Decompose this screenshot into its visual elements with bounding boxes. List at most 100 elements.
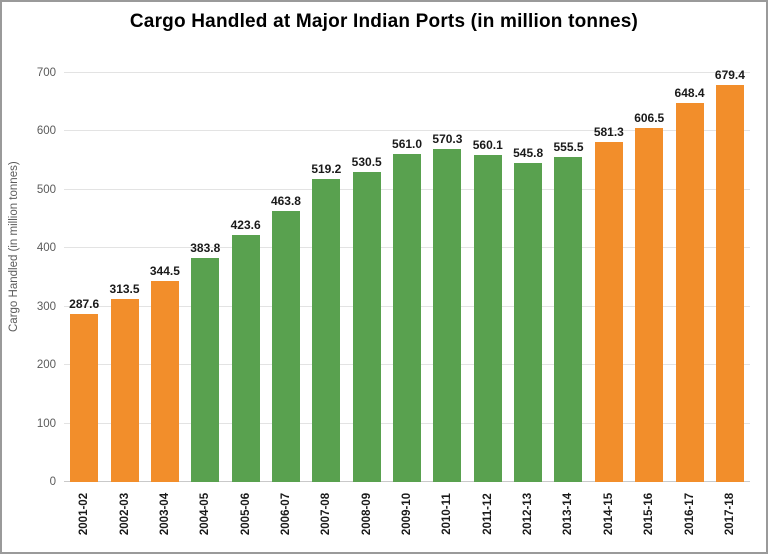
x-tick-label: 2005-06 [239,493,252,536]
bar-column: 679.4 [710,52,750,482]
x-tick: 2003-04 [145,486,185,550]
x-tick: 2011-12 [468,486,508,550]
x-tick: 2016-17 [669,486,709,550]
x-tick-label: 2013-14 [562,493,575,536]
x-tick-label: 2003-04 [158,493,171,536]
x-tick: 2017-18 [710,486,750,550]
y-tick-label: 400 [36,242,56,255]
bar [393,154,422,482]
y-tick-label: 300 [36,300,56,313]
bar-value-label: 344.5 [149,263,180,278]
bar-value-label: 287.6 [69,296,100,311]
bar-column: 463.8 [266,52,306,482]
gridline [64,72,750,74]
bar-value-label: 383.8 [190,240,221,255]
bar-value-label: 545.8 [513,146,544,161]
bar-value-label: 648.4 [674,86,705,101]
bar-column: 530.5 [347,52,387,482]
x-tick: 2005-06 [225,486,265,550]
x-tick-label: 2017-18 [723,493,736,536]
x-tick-label: 2016-17 [683,493,696,536]
bar [635,127,664,482]
gridline [64,130,750,132]
bar [594,142,623,482]
bar [473,154,502,482]
bar [271,211,300,482]
bar [715,85,744,482]
x-tick: 2008-09 [347,486,387,550]
x-tick-label: 2008-09 [360,493,373,536]
x-tick-label: 2012-13 [522,493,535,536]
bar-value-label: 519.2 [311,161,342,176]
bar-value-label: 581.3 [593,125,624,140]
x-tick: 2002-03 [104,486,144,550]
bar-column: 581.3 [589,52,629,482]
bar [231,234,260,482]
x-tick-label: 2014-15 [602,493,615,536]
bar [110,298,139,482]
x-tick: 2004-05 [185,486,225,550]
x-tick-label: 2015-16 [643,493,656,536]
x-tick: 2013-14 [548,486,588,550]
y-tick-label: 500 [36,183,56,196]
bar [352,172,381,482]
bar-value-label: 423.6 [230,217,261,232]
bar [554,157,583,482]
x-tick: 2010-11 [427,486,467,550]
y-axis-title: Cargo Handled (in million tonnes) [8,161,20,333]
x-tick-label: 2011-12 [481,493,494,535]
bar-column: 423.6 [225,52,265,482]
y-tick-label: 700 [36,67,56,80]
bar-column: 648.4 [669,52,709,482]
bar-column: 545.8 [508,52,548,482]
x-tick: 2014-15 [589,486,629,550]
x-tick: 2001-02 [64,486,104,550]
x-tick: 2006-07 [266,486,306,550]
x-tick: 2009-10 [387,486,427,550]
bar-column: 555.5 [548,52,588,482]
bar-value-label: 313.5 [109,281,140,296]
bar-column: 383.8 [185,52,225,482]
bar-column: 313.5 [104,52,144,482]
bar-value-label: 560.1 [472,137,503,152]
bar [514,163,543,482]
plot-area: Cargo Handled (in million tonnes) 0 100 20… [8,52,750,488]
y-tick-label: 0 [49,476,56,488]
bar-column: 570.3 [427,52,467,482]
y-tick-label: 600 [36,125,56,138]
bar-column: 606.5 [629,52,669,482]
bar [70,313,99,482]
y-axis-ticks: 0 100 200 300 400 500 600 700 [37,52,750,488]
x-tick-label: 2009-10 [401,493,414,536]
bar-value-label: 561.0 [392,137,423,152]
bar-value-label: 530.5 [351,155,382,170]
x-tick-label: 2007-08 [320,493,333,536]
x-tick-label: 2006-07 [279,493,292,536]
bar-column: 519.2 [306,52,346,482]
bar-value-label: 606.5 [634,110,665,125]
bar-column: 344.5 [145,52,185,482]
bar-value-label: 463.8 [270,194,301,209]
bar-value-label: 555.5 [553,140,584,155]
bar-column: 560.1 [468,52,508,482]
y-tick-label: 100 [36,417,56,430]
bars-container: 287.6 313.5 344.5 383.8 423.6 463.8 519.2 530.5… [64,52,750,482]
bar-column: 287.6 [64,52,104,482]
x-tick: 2015-16 [629,486,669,550]
bar [150,280,179,482]
bar [191,257,220,482]
bar [433,148,462,482]
bar-value-label: 570.3 [432,131,463,146]
bar [312,178,341,482]
x-tick: 2007-08 [306,486,346,550]
chart-title: Cargo Handled at Major Indian Ports (in … [129,11,639,32]
bar [675,103,704,482]
x-tick: 2012-13 [508,486,548,550]
x-tick-label: 2010-11 [441,493,454,535]
bar-column: 561.0 [387,52,427,482]
x-tick-label: 2001-02 [78,493,91,536]
x-tick-label: 2004-05 [199,493,212,536]
bar-value-label: 679.4 [714,68,745,83]
y-tick-label: 200 [36,359,56,372]
